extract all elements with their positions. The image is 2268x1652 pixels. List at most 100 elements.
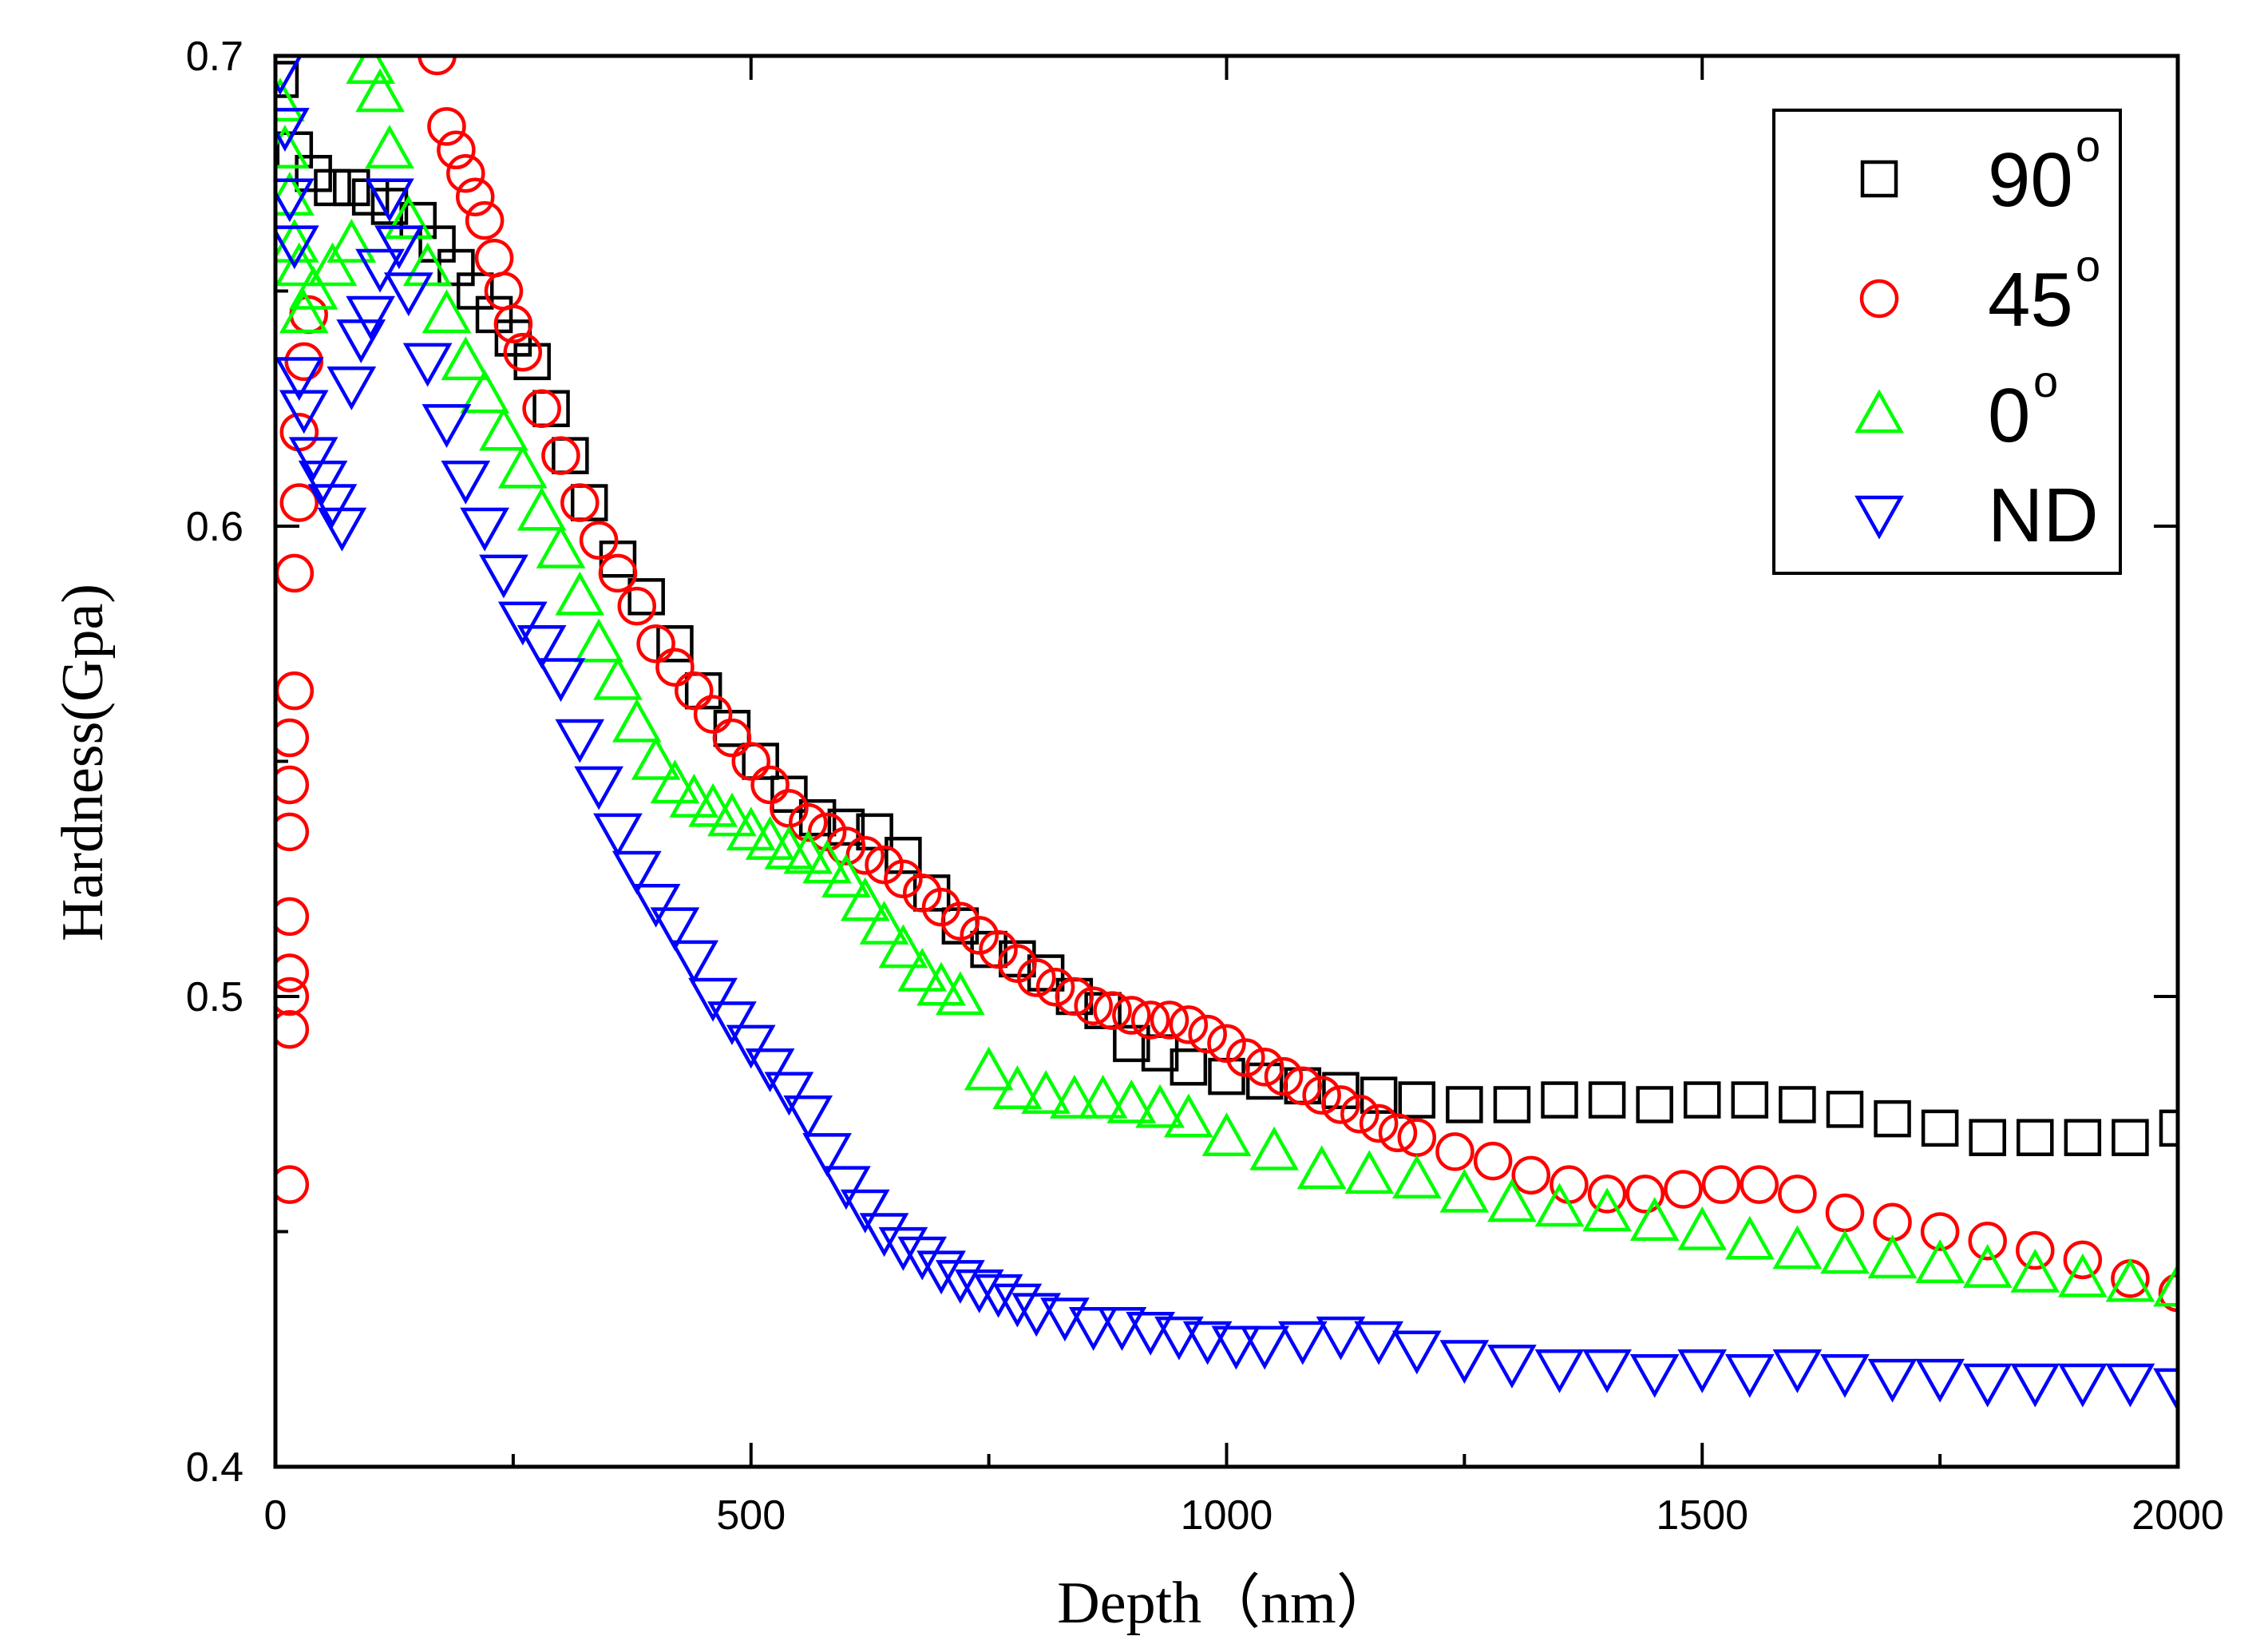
y-tick-label: 0.5 [186,974,243,1020]
data-point [1240,1325,1290,1370]
data-point [598,553,638,593]
x-tick-label: 1500 [1656,1492,1748,1539]
data-point [346,295,395,340]
data-point [460,369,509,414]
data-point [897,1236,948,1281]
legend-label: 0 [1988,373,2030,458]
data-point [1249,1126,1299,1171]
data-point [402,242,453,287]
data-point [783,830,833,874]
data-point [1055,977,1094,1016]
data-point [418,56,457,76]
data-point [465,200,505,240]
data-point [1021,1070,1071,1114]
data-point [1582,1349,1632,1393]
data-point [1163,1093,1213,1138]
x-tick-label: 0 [264,1492,287,1539]
data-point [446,154,485,193]
data-point [365,125,414,169]
data-point [707,792,757,837]
data-point [1354,1321,1403,1365]
data-point [1344,1150,1395,1194]
data-point [1677,1349,1728,1393]
data-point [1731,1081,1769,1119]
data-point [2058,1253,2108,1297]
data-point [1534,1183,1585,1227]
data-point [275,225,319,270]
data-point [802,1133,852,1177]
data-point [764,1072,814,1116]
data-point [885,837,922,874]
data-point [295,155,332,192]
series-0 [275,56,2178,1307]
data-point [2159,1109,2178,1147]
data-point [878,1226,928,1271]
data-point [275,718,310,758]
data-point [593,813,643,858]
data-point [1582,1187,1632,1232]
data-point [1359,1103,1399,1143]
data-point [275,56,303,96]
data-point [1778,1175,1817,1214]
data-point [1541,1081,1578,1119]
data-point [275,242,324,287]
data-point [279,390,329,434]
data-point [731,742,770,781]
data-point [1264,1056,1304,1096]
data-point [1629,1197,1680,1241]
data-point [1226,1038,1265,1077]
data-point [1724,1215,1775,1260]
data-point [655,648,695,687]
data-point [1867,1234,1918,1279]
data-point [2016,1230,2055,1270]
data-point [693,695,733,734]
data-point [1439,1340,1490,1385]
legend-label: ND [1988,473,2099,558]
legend-marker [1860,160,1898,198]
data-point [383,272,433,317]
x-axis-title: Depth（nm） [1057,1571,1395,1636]
data-point [770,775,808,813]
y-tick-label: 0.7 [186,34,243,80]
data-point [517,486,567,531]
data-point [840,1189,890,1234]
legend: 90 o45 o0 oND [1772,109,2122,575]
data-point [2153,1262,2178,1307]
data-point [1093,991,1132,1030]
data-point [1625,1175,1665,1214]
data-point [275,1165,310,1204]
data-point [460,507,509,552]
data-point [656,625,694,663]
data-point [1154,1316,1204,1361]
data-point [1962,1244,2013,1288]
data-point [1170,1048,1208,1086]
data-point [936,1260,985,1304]
data-point [1629,1353,1680,1398]
data-point [1068,1307,1118,1351]
data-point [1188,1014,1227,1054]
data-point [275,897,310,937]
data-point [1113,1024,1150,1063]
data-point [1150,1000,1189,1040]
data-point [517,625,567,669]
data-point [383,195,433,240]
x-tick-label: 1000 [1181,1492,1273,1539]
data-point [1820,1353,1870,1398]
data-point [1820,1230,1870,1274]
data-point [1921,1109,1959,1147]
legend-item-45: 45 o [1859,240,2100,343]
data-point [275,357,324,402]
data-point [1439,1168,1490,1213]
data-point [788,802,828,842]
data-point [1968,1222,2007,1261]
data-point [617,586,657,626]
data-point [1050,1074,1099,1119]
data-point [1826,1091,1864,1128]
legend-label-superscript: o [2076,121,2100,171]
data-point [275,172,315,216]
data-point [1296,1145,1347,1190]
legend-marker [1854,495,1904,540]
data-point [555,571,605,616]
data-point [1283,1066,1323,1106]
data-point [1969,1119,2006,1156]
